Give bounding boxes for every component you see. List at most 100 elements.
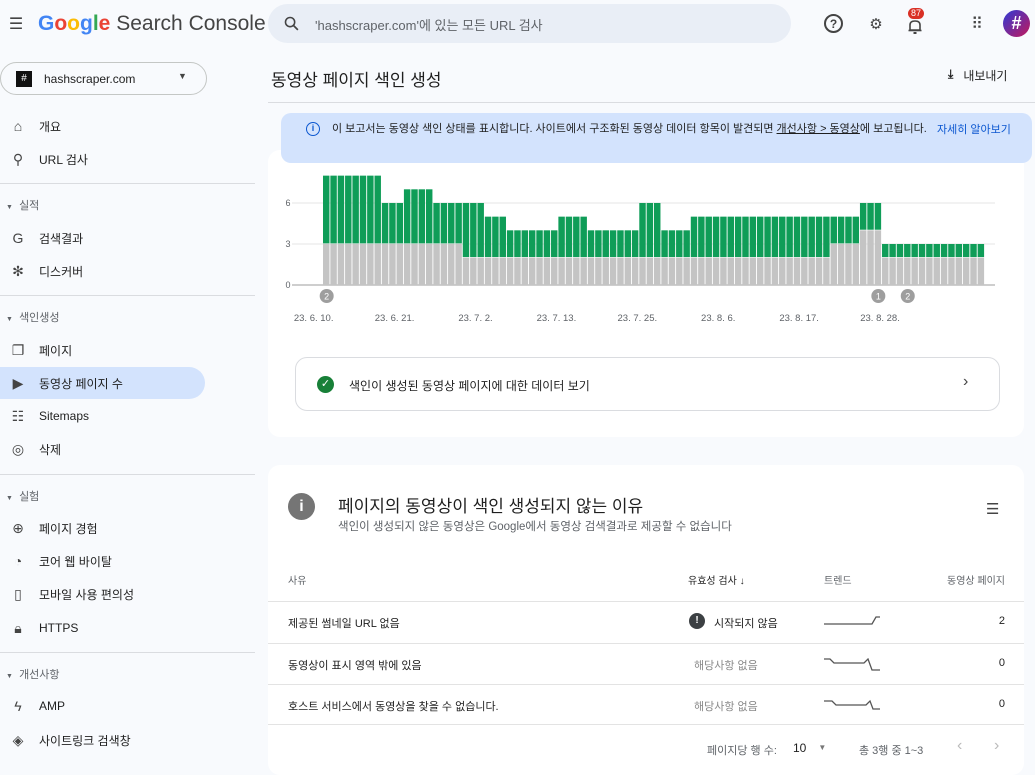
bar-gray[interactable] [631, 257, 639, 285]
bar-gray[interactable] [499, 257, 506, 285]
bar-gray[interactable] [595, 257, 602, 285]
property-selector[interactable]: # hashscraper.com ▼ [0, 62, 207, 95]
bar-gray[interactable] [646, 257, 654, 285]
bar-green[interactable] [337, 175, 345, 244]
bar-gray[interactable] [742, 257, 749, 285]
bar-gray[interactable] [771, 257, 779, 285]
bar-green[interactable] [514, 230, 521, 258]
bar-gray[interactable] [330, 243, 337, 285]
bar-gray[interactable] [970, 257, 977, 285]
bar-green[interactable] [558, 216, 565, 258]
bar-green[interactable] [418, 189, 426, 244]
bar-gray[interactable] [433, 243, 440, 285]
bar-green[interactable] [609, 230, 617, 258]
bar-green[interactable] [330, 175, 337, 244]
bar-gray[interactable] [823, 257, 830, 285]
bar-green[interactable] [896, 243, 904, 258]
bar-gray[interactable] [911, 257, 918, 285]
bar-gray[interactable] [455, 243, 462, 285]
bar-green[interactable] [690, 216, 698, 258]
bar-green[interactable] [801, 216, 808, 258]
table-row[interactable]: 동영상이 표시 영역 밖에 있음 해당사항 없음 0 [268, 642, 1024, 684]
bar-gray[interactable] [764, 257, 771, 285]
sidebar-section[interactable]: ▼ 실험 [6, 491, 40, 503]
bar-gray[interactable] [837, 243, 845, 285]
bar-gray[interactable] [705, 257, 712, 285]
bar-gray[interactable] [808, 257, 815, 285]
bar-green[interactable] [411, 189, 418, 244]
bar-gray[interactable] [749, 257, 757, 285]
bar-green[interactable] [859, 202, 867, 230]
bar-gray[interactable] [514, 257, 521, 285]
bar-green[interactable] [786, 216, 793, 258]
bar-gray[interactable] [521, 257, 529, 285]
bar-green[interactable] [403, 189, 411, 244]
sidebar-item[interactable]: ◔ 코어 웹 바이탈 [0, 545, 205, 577]
bar-gray[interactable] [793, 257, 801, 285]
bar-green[interactable] [889, 243, 896, 258]
bar-green[interactable] [874, 202, 882, 230]
bar-gray[interactable] [470, 257, 477, 285]
bar-gray[interactable] [830, 243, 837, 285]
bar-gray[interactable] [676, 257, 683, 285]
bar-green[interactable] [580, 216, 587, 258]
bar-gray[interactable] [977, 257, 985, 285]
bar-green[interactable] [742, 216, 749, 258]
bar-gray[interactable] [690, 257, 698, 285]
bar-gray[interactable] [801, 257, 808, 285]
bar-green[interactable] [771, 216, 779, 258]
sidebar-section[interactable]: ▼ 실적 [6, 200, 40, 212]
bar-gray[interactable] [845, 243, 852, 285]
bar-gray[interactable] [448, 243, 455, 285]
bar-green[interactable] [845, 216, 852, 244]
menu-icon[interactable]: ☰ [8, 16, 24, 33]
bar-gray[interactable] [874, 230, 882, 285]
bar-gray[interactable] [896, 257, 904, 285]
bar-gray[interactable] [815, 257, 823, 285]
bar-green[interactable] [712, 216, 720, 258]
bar-green[interactable] [374, 175, 381, 244]
bar-green[interactable] [624, 230, 632, 258]
bar-green[interactable] [793, 216, 801, 258]
bar-green[interactable] [661, 230, 668, 258]
bar-green[interactable] [815, 216, 823, 258]
sidebar-section[interactable]: ▼ 색인생성 [6, 312, 60, 324]
bar-green[interactable] [720, 216, 727, 258]
bar-gray[interactable] [462, 257, 470, 285]
bar-gray[interactable] [381, 243, 389, 285]
sidebar-item[interactable]: ❐ 페이지 [0, 334, 205, 366]
bar-green[interactable] [727, 216, 735, 258]
bar-gray[interactable] [484, 257, 492, 285]
bar-green[interactable] [918, 243, 926, 258]
filter-icon[interactable]: ☰ [986, 501, 1000, 518]
bar-green[interactable] [440, 202, 448, 244]
bar-green[interactable] [551, 230, 558, 258]
bar-green[interactable] [977, 243, 985, 258]
bar-green[interactable] [323, 175, 330, 244]
bar-gray[interactable] [948, 257, 955, 285]
sidebar-item[interactable]: G 검색결과 [0, 222, 205, 254]
bar-gray[interactable] [587, 257, 595, 285]
bar-gray[interactable] [639, 257, 646, 285]
bar-green[interactable] [396, 202, 404, 244]
bar-green[interactable] [602, 230, 609, 258]
bar-green[interactable] [852, 216, 860, 244]
next-page-button[interactable]: › [994, 737, 1000, 754]
apps-grid-icon[interactable]: ⠿ [971, 16, 983, 33]
enhancements-video-link[interactable]: 개선사항 > 동영상 [776, 123, 860, 135]
bar-green[interactable] [631, 230, 639, 258]
bar-green[interactable] [573, 216, 580, 258]
col-reason[interactable]: 사유 [288, 576, 307, 587]
bar-gray[interactable] [756, 257, 764, 285]
bar-green[interactable] [448, 202, 455, 244]
bar-green[interactable] [617, 230, 624, 258]
bar-green[interactable] [734, 216, 742, 258]
bar-gray[interactable] [661, 257, 668, 285]
bar-green[interactable] [940, 243, 948, 258]
sidebar-item[interactable]: ◈ 사이트링크 검색창 [0, 724, 205, 756]
bar-gray[interactable] [425, 243, 433, 285]
bar-gray[interactable] [573, 257, 580, 285]
sidebar-item[interactable]: 🔒︎ HTTPS [0, 612, 205, 644]
bar-green[interactable] [948, 243, 955, 258]
bar-gray[interactable] [337, 243, 345, 285]
